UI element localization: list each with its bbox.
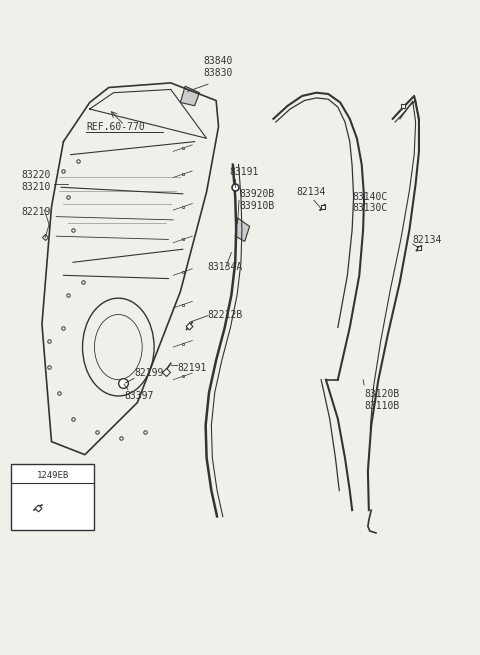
Text: 83140C
83130C: 83140C 83130C	[352, 192, 387, 214]
Text: 83134A: 83134A	[207, 262, 243, 272]
Text: 83220
83210: 83220 83210	[22, 170, 51, 192]
Text: 1249EB: 1249EB	[36, 471, 69, 480]
Text: REF.60-770: REF.60-770	[86, 122, 145, 132]
Text: 82134: 82134	[413, 235, 442, 246]
Text: 82219: 82219	[22, 207, 51, 217]
Text: 83397: 83397	[124, 392, 154, 402]
Text: 83840
83830: 83840 83830	[204, 56, 233, 78]
Polygon shape	[235, 218, 250, 242]
Polygon shape	[180, 86, 199, 105]
Text: 82199: 82199	[134, 368, 163, 379]
Text: 83120B
83110B: 83120B 83110B	[364, 390, 399, 411]
Text: 82134: 82134	[296, 187, 326, 197]
Text: 83191: 83191	[229, 168, 259, 178]
Bar	[11, 464, 95, 530]
Text: 82212B: 82212B	[207, 310, 243, 320]
Text: 83920B
83910B: 83920B 83910B	[239, 189, 274, 211]
Text: 82191: 82191	[177, 363, 206, 373]
